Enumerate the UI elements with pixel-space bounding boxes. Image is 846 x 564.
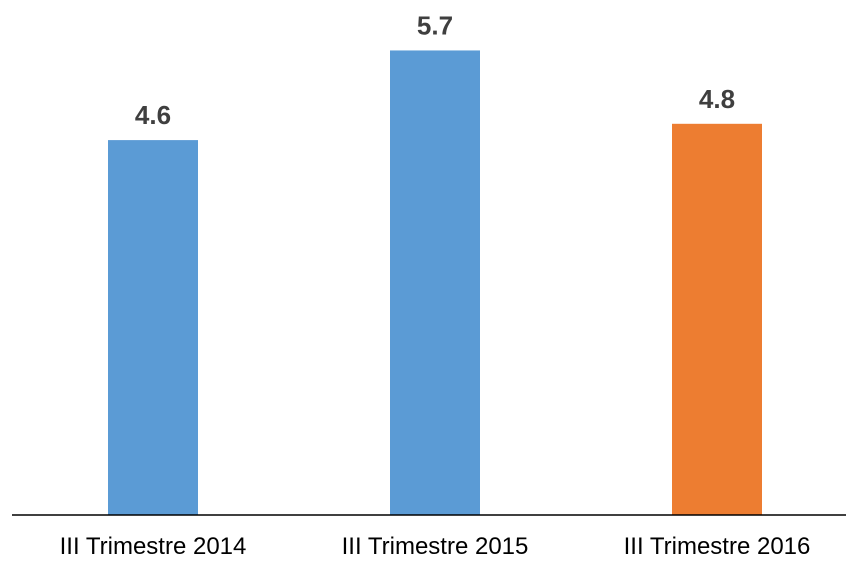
value-labels-group: 4.6 5.7 4.8 [135, 10, 735, 130]
bar-3 [672, 123, 762, 516]
value-label-2: 5.7 [417, 10, 453, 40]
bar-1 [108, 140, 198, 515]
value-label-3: 4.8 [699, 84, 735, 114]
category-label-3: III Trimestre 2016 [624, 533, 811, 560]
bar-2 [390, 50, 480, 515]
category-label-2: III Trimestre 2015 [342, 533, 529, 560]
category-label-1: III Trimestre 2014 [60, 533, 247, 560]
category-labels-group: III Trimestre 2014 III Trimestre 2015 III … [60, 533, 811, 560]
bars-group [108, 50, 762, 516]
value-label-1: 4.6 [135, 100, 171, 130]
